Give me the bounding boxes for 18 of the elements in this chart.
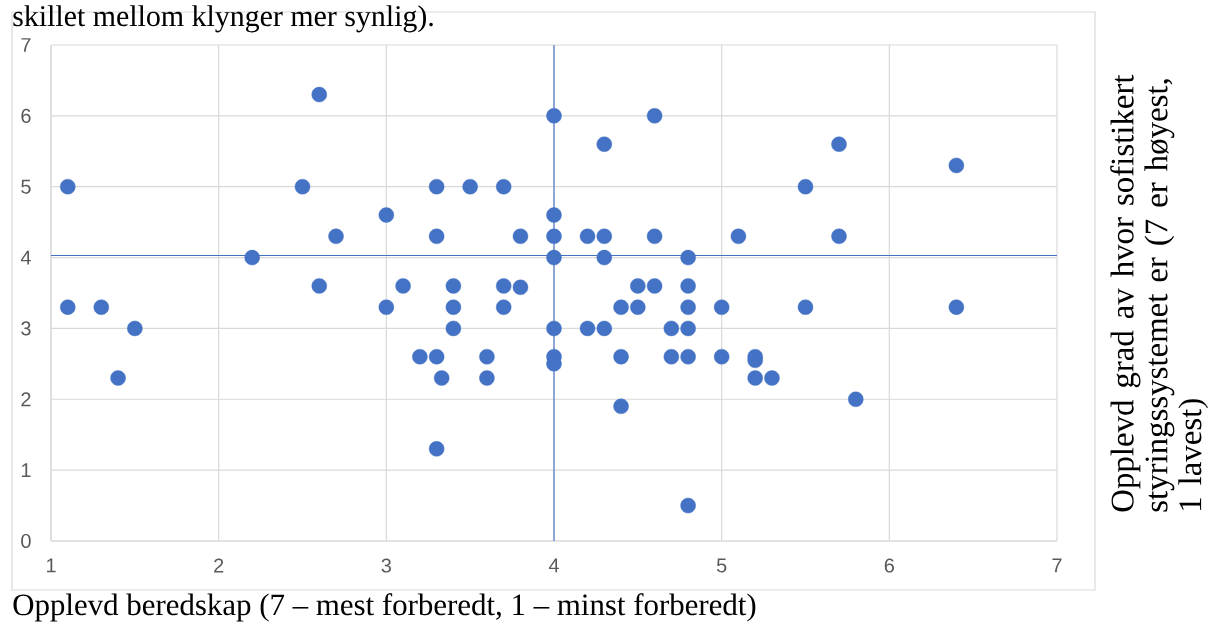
- y-axis-title: Opplevd grad av hvor sofistikert styringssystemet er (7 er høyest, 1 lavest): [1110, 74, 1209, 512]
- x-tick-label: 4: [548, 558, 559, 573]
- y-tick-label: 5: [21, 179, 31, 194]
- y-tick-label: 3: [21, 321, 31, 336]
- y-tick-label: 2: [21, 392, 31, 407]
- y-tick-label: 1: [21, 463, 31, 477]
- y-tick-label: 4: [20, 250, 31, 265]
- x-tick-label: 3: [381, 558, 391, 573]
- x-tick-label: 5: [716, 558, 727, 573]
- x-tick-label: 7: [1052, 558, 1062, 573]
- x-tick-label: 6: [884, 558, 894, 573]
- y-tick-label: 0: [21, 533, 31, 549]
- y-tick-label: 7: [21, 38, 31, 52]
- y-tick-label: 6: [21, 108, 31, 123]
- x-tick-label: 2: [214, 558, 224, 573]
- x-axis-title: Opplevd beredskap (7 – mest forberedt, 1 – minst forberedt): [13, 593, 756, 622]
- text: skillet mellom klynger mer synlig).: [13, 5, 433, 33]
- x-tick-label: 1: [46, 558, 56, 573]
